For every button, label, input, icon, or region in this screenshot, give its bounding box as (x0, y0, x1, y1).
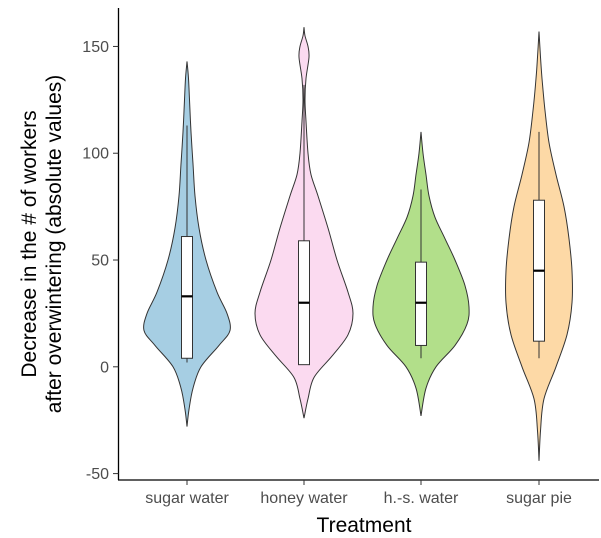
x-tick-label: honey water (260, 490, 348, 507)
y-axis-title-line1: Decrease in the # of workers (18, 110, 41, 377)
y-axis: -50 0 50 100 150 (82, 8, 120, 483)
x-tick-label: h.-s. water (384, 490, 459, 507)
x-axis-title: Treatment (317, 514, 412, 537)
violin-group (505, 31, 573, 461)
y-axis-title-line2: after overwintering (absolute values) (43, 75, 66, 414)
violin-group (254, 27, 354, 419)
x-tick-label: sugar water (145, 490, 229, 507)
x-tick-label: sugar pie (506, 490, 572, 507)
y-tick-label: 150 (82, 39, 109, 56)
y-tick-label: 50 (91, 253, 109, 270)
violin-group (143, 61, 231, 427)
x-axis: sugar water honey water h.-s. water sugar p… (118, 479, 599, 507)
violin-layer (143, 27, 573, 461)
violin-group (372, 131, 470, 416)
y-tick-label: 100 (82, 146, 109, 163)
y-tick-label: -50 (86, 466, 109, 483)
y-tick-label: 0 (100, 359, 109, 376)
y-axis-title: Decrease in the # of workers after overw… (18, 75, 66, 414)
